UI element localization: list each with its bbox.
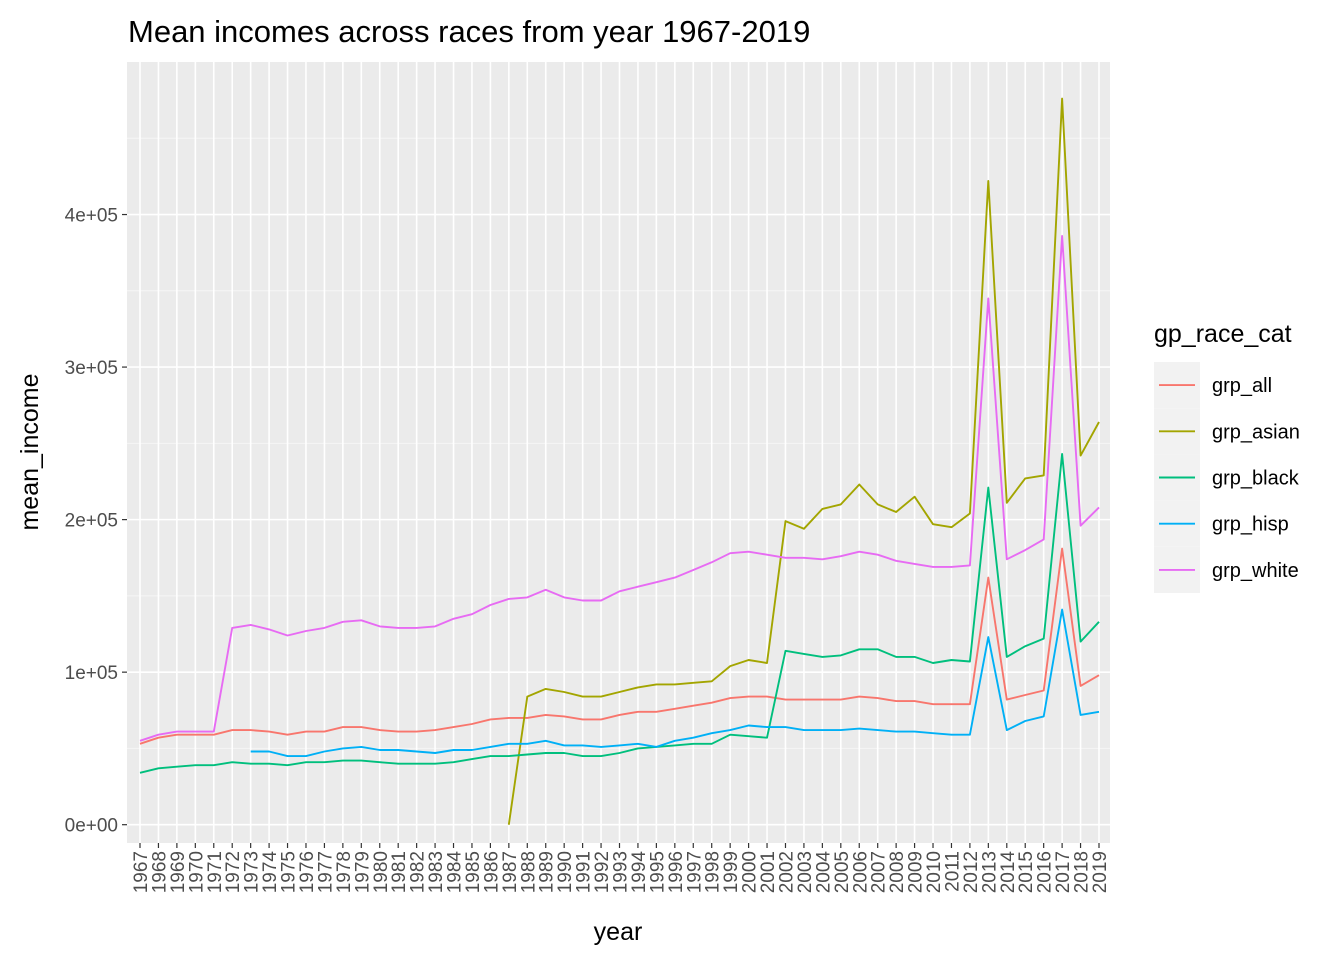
y-tick-label: 4e+05: [65, 206, 118, 227]
x-tick-label: 1975: [279, 851, 300, 893]
y-tick-label: 1e+05: [65, 663, 118, 684]
series-line-grp-black: [139, 453, 1100, 774]
x-tick-label: 1970: [186, 851, 207, 893]
x-tick-label: 2014: [998, 851, 1019, 894]
x-tick-label: 2011: [942, 851, 963, 892]
x-tick-label: 2019: [1090, 851, 1111, 893]
chart-title: Mean incomes across races from year 1967…: [128, 14, 810, 49]
x-axis: 1967196819691970197119721973197419751976…: [131, 843, 1111, 893]
x-tick-label: 1988: [518, 851, 539, 893]
y-tick-label: 0e+00: [65, 816, 118, 837]
x-tick-label: 1989: [537, 851, 558, 893]
series-line-grp-white: [139, 234, 1100, 742]
x-tick-label: 1993: [611, 851, 632, 893]
x-axis-title: year: [594, 918, 643, 946]
x-tick-label: 2009: [906, 851, 927, 893]
x-tick-label: 1976: [297, 851, 318, 893]
x-tick-label: 1977: [315, 851, 336, 893]
x-tick-label: 1973: [242, 851, 263, 893]
x-tick-label: 1999: [721, 851, 742, 893]
x-tick-label: 1994: [629, 851, 650, 894]
x-tick-label: 1982: [408, 851, 429, 893]
grid-lines: [127, 62, 1110, 843]
x-tick-label: 2015: [1016, 851, 1037, 893]
series-line-grp-hisp: [250, 608, 1100, 758]
x-tick-label: 1995: [647, 851, 668, 893]
y-tick-label: 2e+05: [65, 511, 118, 532]
series-line-grp-all: [139, 547, 1100, 745]
x-tick-label: 1986: [481, 851, 502, 893]
x-tick-label: 1974: [260, 851, 281, 894]
y-axis: 0e+00 1e+05 2e+05 3e+05 4e+05: [65, 206, 127, 837]
x-tick-label: 1992: [592, 851, 613, 893]
x-tick-label: 2004: [813, 851, 834, 894]
legend-title: gp_race_cat: [1154, 320, 1292, 348]
series-line-grp-asian: [507, 97, 1100, 825]
plot-panel: [127, 62, 1110, 843]
legend-label: grp_white: [1212, 560, 1299, 582]
x-tick-label: 1981: [389, 851, 410, 893]
legend-label: grp_all: [1212, 375, 1272, 397]
y-tick-label: 3e+05: [65, 358, 118, 379]
x-tick-label: 1969: [168, 851, 189, 893]
x-tick-label: 2007: [869, 851, 890, 893]
x-tick-label: 1967: [131, 851, 152, 893]
series-lines: [139, 97, 1100, 825]
x-tick-label: 2012: [961, 851, 982, 893]
legend-items: grp_all grp_asian grp_black grp_hisp grp_whi…: [1154, 362, 1300, 593]
x-tick-label: 1987: [500, 851, 521, 893]
x-tick-label: 2001: [758, 851, 779, 893]
x-tick-label: 2006: [850, 851, 871, 893]
x-tick-label: 2005: [832, 851, 853, 893]
x-tick-label: 2017: [1053, 851, 1074, 893]
x-tick-label: 2018: [1072, 851, 1093, 893]
x-tick-label: 1984: [445, 851, 466, 894]
x-tick-label: 1972: [223, 851, 244, 893]
x-tick-label: 2010: [924, 851, 945, 893]
x-tick-label: 1997: [684, 851, 705, 893]
x-tick-label: 2003: [795, 851, 816, 893]
x-tick-label: 2008: [887, 851, 908, 893]
legend-label: grp_black: [1212, 468, 1300, 490]
x-tick-label: 1998: [703, 851, 724, 893]
y-axis-title: mean_income: [16, 373, 44, 530]
x-tick-label: 2002: [776, 851, 797, 893]
x-tick-label: 1979: [352, 851, 373, 893]
legend-label: grp_asian: [1212, 421, 1300, 443]
x-tick-label: 1985: [463, 851, 484, 893]
legend-label: grp_hisp: [1212, 514, 1289, 536]
x-tick-label: 1971: [205, 851, 226, 893]
x-tick-label: 1978: [334, 851, 355, 893]
x-tick-label: 1990: [555, 851, 576, 893]
x-tick-label: 2013: [979, 851, 1000, 893]
x-tick-label: 1996: [666, 851, 687, 893]
x-tick-label: 1991: [574, 851, 595, 893]
legend: gp_race_cat grp_allgrp_asiangrp_blackgrp…: [1154, 320, 1300, 593]
x-tick-label: 1968: [149, 851, 170, 893]
x-tick-label: 1983: [426, 851, 447, 893]
x-tick-label: 2000: [740, 851, 761, 893]
x-tick-label: 1980: [371, 851, 392, 893]
x-tick-label: 2016: [1035, 851, 1056, 893]
